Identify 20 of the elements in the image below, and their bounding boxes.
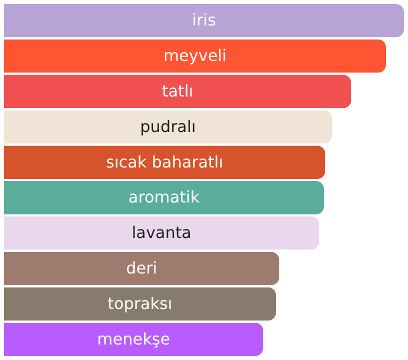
bar [4, 74, 352, 108]
y-tick-label: iris [192, 10, 216, 30]
bar [4, 181, 324, 214]
y-tick-label: sıcak baharatlı [106, 152, 224, 172]
y-tick-label: pudralı [140, 116, 196, 136]
y-tick-label: menekşe [97, 329, 170, 348]
bar [4, 146, 326, 179]
y-tick-label: lavanta [132, 223, 192, 242]
y-tick-label: topraksı [108, 294, 172, 313]
bar [4, 252, 280, 286]
y-tick-label: deri [126, 258, 158, 278]
bar [4, 39, 386, 73]
bar [4, 216, 320, 250]
bar [4, 110, 332, 144]
bar [4, 322, 264, 356]
bar [4, 287, 276, 321]
y-tick-label: aromatik [128, 188, 200, 207]
bar [4, 4, 404, 38]
y-tick-label: meyveli [163, 46, 227, 66]
y-tick-label: tatlı [162, 81, 194, 100]
